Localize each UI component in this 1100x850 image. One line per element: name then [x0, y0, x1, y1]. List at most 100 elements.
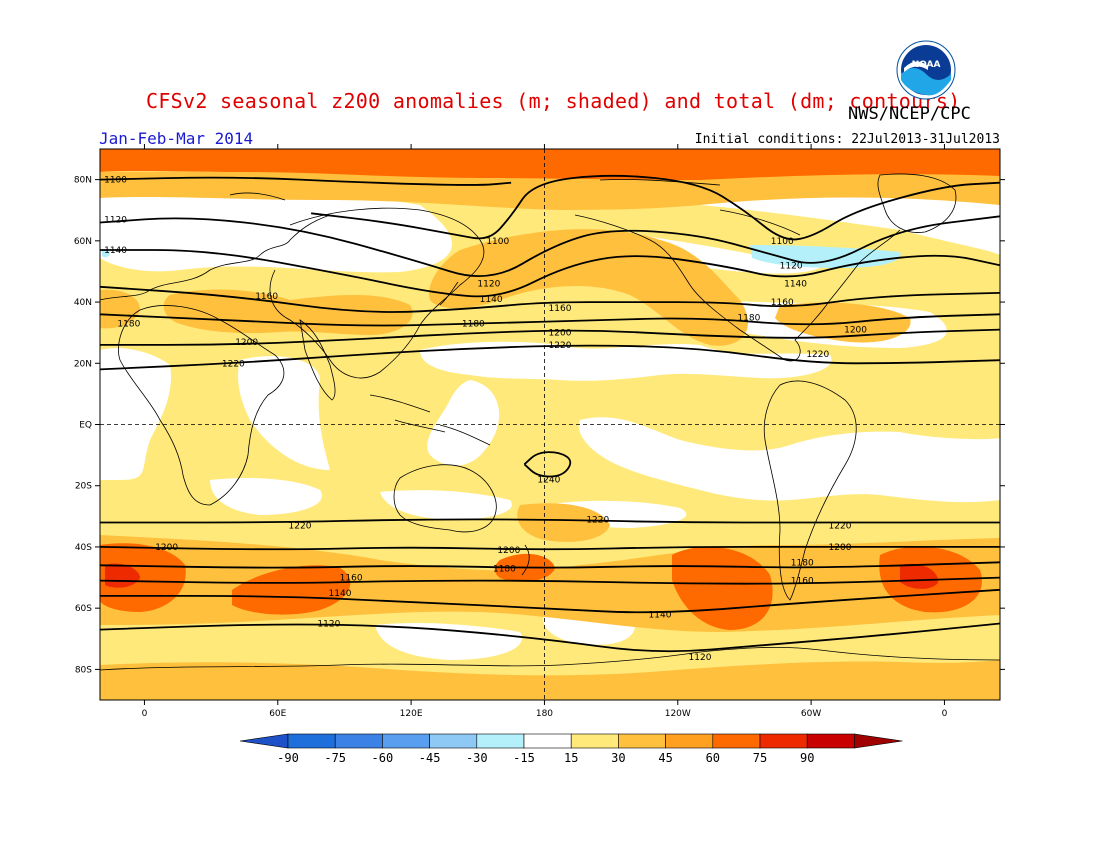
lon-label: 0 — [942, 709, 948, 719]
anomaly-30-45 — [100, 660, 1000, 700]
colorbar-right-arrow — [854, 733, 903, 749]
contour-label: 1200 — [844, 326, 867, 336]
coast-arctic — [229, 179, 801, 236]
colorbar-swatch — [429, 733, 478, 749]
colorbar-label: 45 — [658, 751, 672, 765]
neutral-region — [590, 190, 1000, 255]
colorbar-label: -90 — [277, 751, 299, 765]
contour-label: 1140 — [784, 280, 807, 290]
contour-label: 1200 — [497, 546, 520, 556]
colorbar-swatch — [334, 733, 383, 749]
coast-australia — [393, 464, 497, 533]
neutral-region — [380, 490, 512, 520]
neutral-region — [427, 380, 500, 466]
contour-label: 1180 — [791, 558, 814, 568]
contour-label: 1120 — [317, 619, 340, 629]
neutral-region — [238, 356, 330, 470]
contour-1200 — [100, 545, 1000, 551]
colorbar-swatch — [382, 733, 430, 749]
contour-label: 1180 — [493, 564, 516, 574]
colorbar-label: -45 — [419, 751, 441, 765]
neutral-region — [375, 622, 522, 660]
contour-1240 — [523, 451, 572, 478]
lat-label: 40N — [74, 298, 92, 308]
contour-label: 1200 — [235, 338, 258, 348]
neutral-region — [578, 417, 1000, 503]
contour-label: 1220 — [222, 359, 245, 369]
coast-south-america — [763, 380, 857, 601]
colorbar-swatch — [523, 733, 572, 749]
lat-label: 60N — [74, 237, 92, 247]
contour-1100 — [100, 176, 512, 186]
colorbar: -90 -75 -60 -45 -30 -15 15 30 45 60 75 90 — [239, 733, 903, 765]
contour-1200 — [100, 328, 1000, 346]
contour-1120 — [100, 215, 1000, 277]
contour-label: 1140 — [329, 589, 352, 599]
coast-africa — [118, 305, 285, 506]
colorbar-label: 60 — [706, 751, 720, 765]
colorbar-label: 30 — [611, 751, 625, 765]
neutral-region — [210, 478, 322, 515]
contour-1140 — [100, 588, 1000, 614]
lon-label: 60W — [801, 709, 821, 719]
contour-label: 1100 — [771, 237, 794, 247]
contour-1180 — [100, 561, 1000, 569]
contour-label: 1220 — [829, 522, 852, 532]
initial-conditions-label: Initial conditions: 22Jul2013-31Jul2013 — [694, 132, 1000, 147]
neutral-region — [100, 348, 171, 480]
lat-label: 60S — [75, 604, 92, 614]
contour-label: 1220 — [549, 341, 572, 351]
contour-1100 — [310, 174, 1000, 241]
coast-newzealand — [521, 544, 530, 576]
lon-label: 0 — [142, 709, 148, 719]
contour-label: 1100 — [486, 237, 509, 247]
contour-1160 — [100, 576, 1000, 585]
contour-1220 — [100, 518, 1000, 524]
colorbar-swatch — [476, 733, 525, 749]
lat-label: 20S — [75, 482, 92, 492]
lon-label: 60E — [269, 709, 286, 719]
contour-label: 1160 — [791, 577, 814, 587]
lon-label: 120W — [665, 709, 691, 719]
colorbar-left-arrow — [239, 733, 289, 749]
colorbar-swatch — [712, 733, 761, 749]
contour-label: 1220 — [586, 515, 609, 525]
colorbar-label: -15 — [513, 751, 535, 765]
coast-indonesia — [369, 394, 491, 446]
anomaly-45-60 — [100, 543, 186, 612]
contour-1180 — [100, 313, 1000, 327]
colorbar-swatch — [618, 733, 666, 749]
anomaly-shading — [100, 149, 1000, 700]
colorbar-label: 75 — [753, 751, 767, 765]
colorbar-swatch — [665, 733, 714, 749]
logo-text: NOAA — [912, 60, 941, 70]
colorbar-swatch — [570, 733, 619, 749]
contour-label: 1120 — [104, 215, 127, 225]
colorbar-swatch — [759, 733, 808, 749]
contour-label: 1160 — [255, 292, 278, 302]
colorbar-label: 15 — [564, 751, 578, 765]
contour-label: 1140 — [480, 295, 503, 305]
coast-europe — [100, 214, 331, 301]
coast-greenland — [877, 173, 957, 233]
contour-label: 1220 — [806, 350, 829, 360]
anomaly-60-75 — [900, 563, 939, 589]
contour-1220 — [100, 344, 1000, 371]
contour-label: 1160 — [771, 298, 794, 308]
colorbar-swatch — [806, 733, 855, 749]
contour-1120 — [100, 622, 1000, 653]
lon-label: 120E — [400, 709, 423, 719]
contour-1160 — [100, 285, 1000, 313]
lat-label: 20N — [74, 359, 92, 369]
coast-india — [299, 319, 336, 401]
contour-label: 1180 — [737, 313, 760, 323]
chart-title: CFSv2 seasonal z200 anomalies (m; shaded… — [146, 89, 961, 113]
colorbar-label: -30 — [466, 751, 488, 765]
colorbar-label: 90 — [800, 751, 814, 765]
anomaly-neg15-30 — [102, 249, 110, 258]
contour-label: 1220 — [289, 522, 312, 532]
contour-label: 1180 — [117, 319, 140, 329]
colorbar-label: -60 — [372, 751, 394, 765]
contour-label: 1180 — [462, 319, 485, 329]
neutral-region — [420, 341, 832, 381]
